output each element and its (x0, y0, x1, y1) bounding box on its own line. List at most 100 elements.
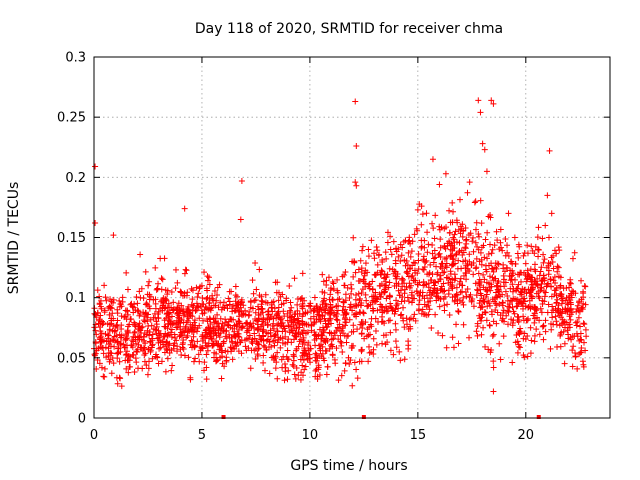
data-point (348, 285, 355, 292)
data-point (237, 339, 244, 346)
data-point (447, 279, 454, 286)
data-point (455, 307, 462, 314)
data-point (388, 304, 395, 311)
data-point (377, 306, 384, 313)
data-point (370, 297, 377, 304)
data-point (162, 287, 169, 294)
data-point (277, 322, 284, 329)
data-point (404, 262, 411, 269)
data-point (239, 323, 246, 330)
data-point (470, 271, 477, 278)
data-point (201, 269, 208, 276)
data-point (206, 300, 213, 307)
data-point (334, 287, 341, 294)
data-point (406, 237, 413, 244)
data-point (226, 288, 233, 295)
data-point (486, 262, 493, 269)
data-point (155, 360, 162, 367)
data-point (250, 325, 257, 332)
data-point (144, 291, 151, 298)
data-point (355, 290, 362, 297)
data-point (210, 331, 217, 338)
data-point (446, 207, 453, 214)
data-point (441, 307, 448, 314)
data-point (482, 236, 489, 243)
data-point (481, 309, 488, 316)
data-point (416, 279, 423, 286)
data-point (369, 286, 376, 293)
data-point (538, 264, 545, 271)
data-point (114, 338, 121, 345)
data-point (322, 339, 329, 346)
data-point (387, 347, 394, 354)
data-point (277, 344, 284, 351)
data-point (407, 240, 414, 247)
data-point (349, 382, 356, 389)
data-point (91, 351, 98, 358)
data-point (203, 351, 210, 358)
data-point (260, 333, 267, 340)
data-point (353, 182, 360, 189)
data-point (553, 250, 560, 257)
data-point (471, 199, 478, 206)
data-point (330, 280, 337, 287)
data-point (497, 356, 504, 363)
data-point (214, 292, 221, 299)
data-point (486, 300, 493, 307)
data-point (478, 331, 485, 338)
data-point (350, 322, 357, 329)
data-point (203, 376, 210, 383)
data-point (488, 281, 495, 288)
data-point (518, 289, 525, 296)
data-point (163, 346, 170, 353)
data-point (387, 329, 394, 336)
data-point (435, 251, 442, 258)
data-point (354, 375, 361, 382)
data-point (502, 252, 509, 259)
data-point (574, 302, 581, 309)
data-point (356, 295, 363, 302)
data-point (577, 330, 584, 337)
data-point (214, 311, 221, 318)
data-point (544, 281, 551, 288)
data-point (292, 310, 299, 317)
data-point (222, 347, 229, 354)
data-point (486, 302, 493, 309)
chart-title: Day 118 of 2020, SRMTID for receiver chm… (195, 21, 503, 37)
data-point (361, 335, 368, 342)
data-point (320, 298, 327, 305)
data-point (581, 321, 588, 328)
data-point (242, 320, 249, 327)
data-point (549, 258, 556, 265)
data-point (305, 355, 312, 362)
data-point (505, 210, 512, 217)
data-point (231, 307, 238, 314)
data-point (444, 274, 451, 281)
data-point (540, 259, 547, 266)
data-point (489, 296, 496, 303)
data-point (125, 369, 132, 376)
data-point (279, 364, 286, 371)
data-point (286, 323, 293, 330)
data-point (452, 228, 459, 235)
data-point (409, 272, 416, 279)
data-point (168, 326, 175, 333)
data-point (527, 266, 534, 273)
data-point (148, 322, 155, 329)
data-point (542, 222, 549, 229)
data-point (403, 321, 410, 328)
data-point (406, 316, 413, 323)
data-point (352, 179, 359, 186)
data-point (449, 199, 456, 206)
data-point (294, 307, 301, 314)
data-point (313, 335, 320, 342)
data-point (308, 327, 315, 334)
data-point (195, 351, 202, 358)
data-point (128, 337, 135, 344)
data-point (527, 350, 534, 357)
data-point (531, 315, 538, 322)
data-point (421, 257, 428, 264)
data-point (392, 308, 399, 315)
data-point (407, 266, 414, 273)
data-point (579, 358, 586, 365)
